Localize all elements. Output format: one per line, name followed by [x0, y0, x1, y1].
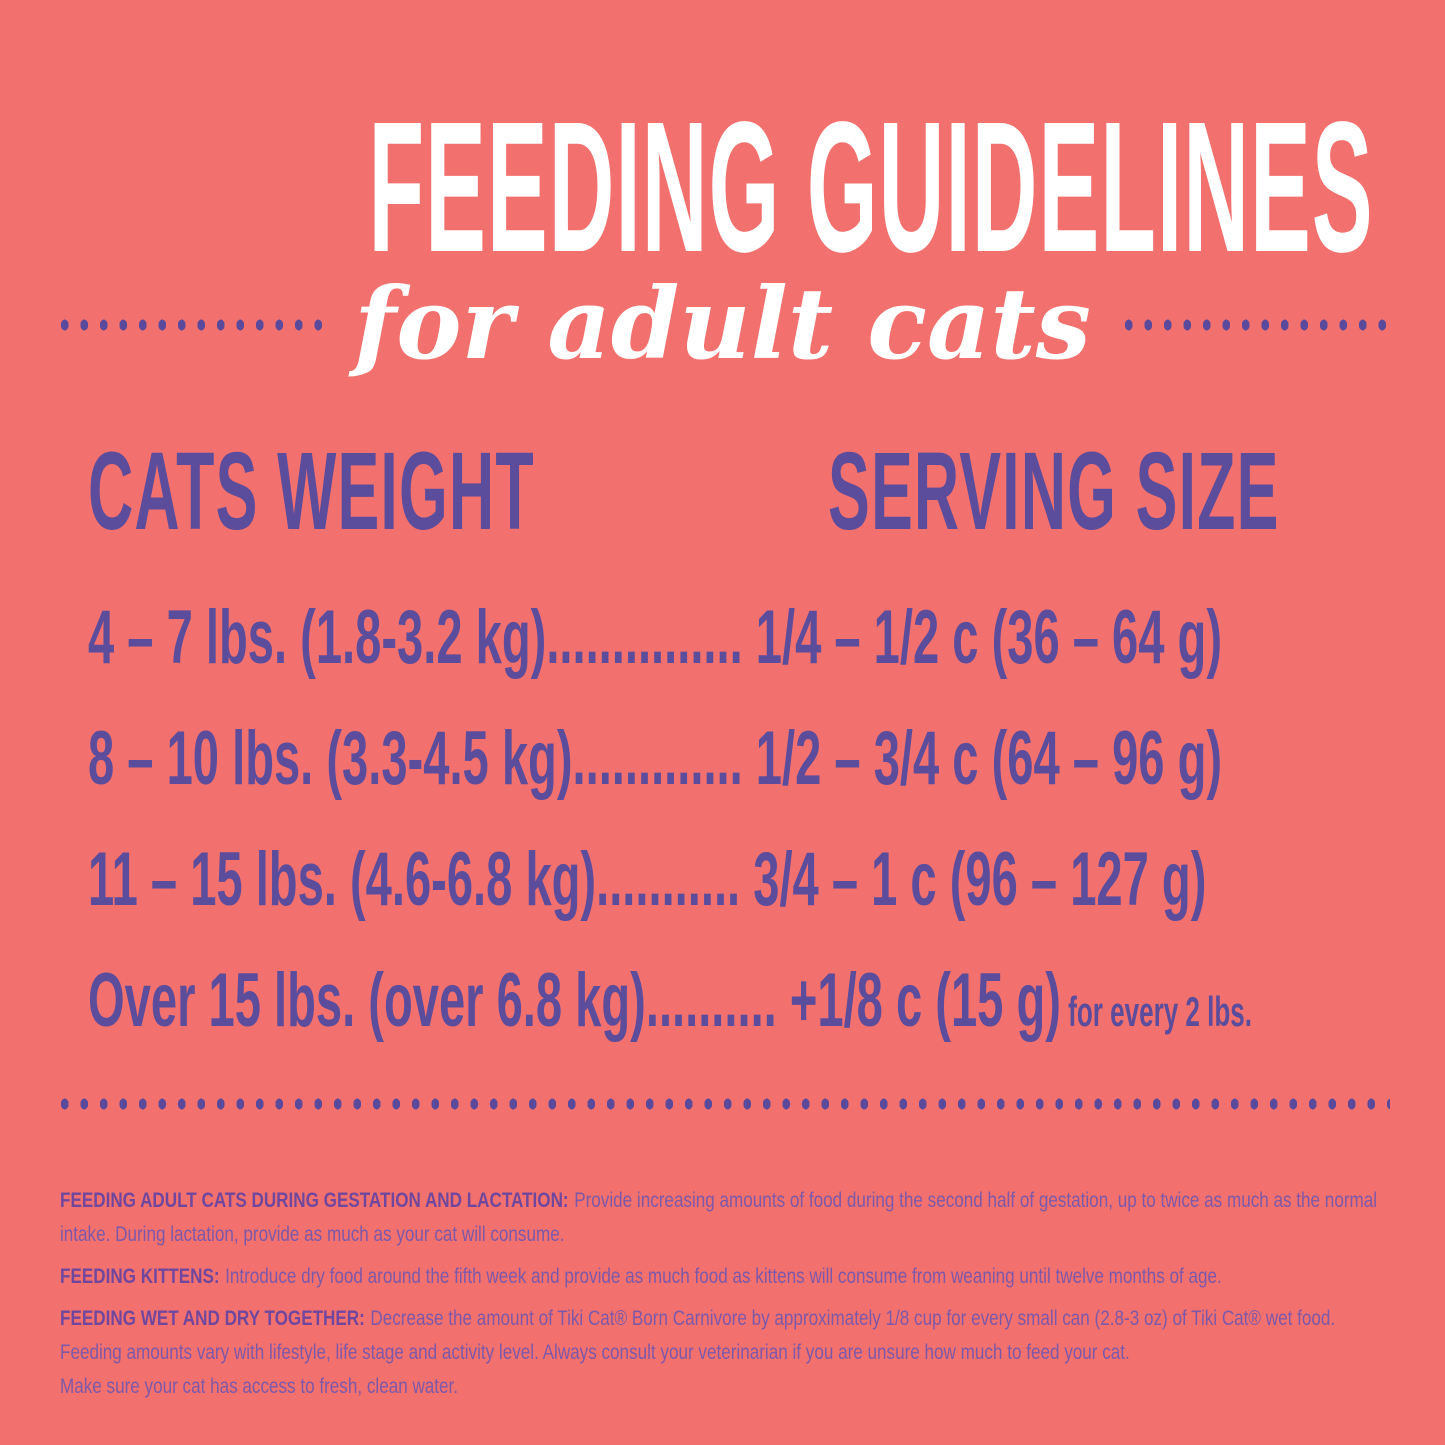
column-header-cats-weight: CATS WEIGHT	[88, 430, 535, 553]
leader-dots: ..........	[645, 958, 777, 1043]
cat-weight-value: 8 – 10 lbs. (3.3-4.5 kg)	[88, 716, 573, 801]
dotted-line-right	[1118, 318, 1390, 331]
cat-weight-value: 4 – 7 lbs. (1.8-3.2 kg)	[88, 595, 547, 680]
footnote-body: Decrease the amount of Tiki Cat® Born Ca…	[60, 1306, 1336, 1398]
table-row: Over 15 lbs. (over 6.8 kg).......... +1/…	[88, 940, 1445, 1061]
subtitle-row: for adult cats	[55, 252, 1390, 397]
footnote-kittens: FEEDING KITTENS: Introduce dry food aroun…	[60, 1259, 1396, 1293]
cat-weight-value: Over 15 lbs. (over 6.8 kg)	[88, 958, 646, 1043]
table-row: 8 – 10 lbs. (3.3-4.5 kg)............. 1/…	[88, 698, 1445, 819]
leader-dots: ...........	[596, 837, 741, 922]
feeding-table: 4 – 7 lbs. (1.8-3.2 kg)............... 1…	[88, 577, 1445, 1061]
footnote-heading: FEEDING WET AND DRY TOGETHER:	[60, 1306, 365, 1330]
column-header-serving-size: SERVING SIZE	[828, 430, 1280, 553]
footnotes-section: FEEDING ADULT CATS DURING GESTATION AND …	[60, 1183, 1396, 1411]
footnote-body: Provide increasing amounts of food durin…	[60, 1188, 1378, 1246]
footnote-wet-and-dry: FEEDING WET AND DRY TOGETHER: Decrease th…	[60, 1301, 1396, 1403]
table-row: 11 – 15 lbs. (4.6-6.8 kg)........... 3/4…	[88, 819, 1445, 940]
cat-weight-value: 11 – 15 lbs. (4.6-6.8 kg)	[88, 837, 597, 922]
page-subtitle: for adult cats	[354, 266, 1091, 382]
leader-dots: .............	[572, 716, 743, 801]
footnote-body: Introduce dry food around the fifth week…	[225, 1264, 1222, 1288]
dotted-divider	[55, 1098, 1390, 1110]
footnote-heading: FEEDING KITTENS:	[60, 1264, 220, 1288]
serving-size-value: 1/2 – 3/4 c (64 – 96 g)	[742, 716, 1223, 801]
dotted-line-left	[55, 318, 327, 331]
footnote-heading: FEEDING ADULT CATS DURING GESTATION AND …	[60, 1188, 569, 1212]
serving-size-value: 1/4 – 1/2 c (36 – 64 g)	[742, 595, 1223, 680]
serving-size-value: +1/8 c (15 g)	[776, 958, 1061, 1043]
leader-dots: ...............	[546, 595, 743, 680]
serving-note: for every 2 lbs.	[1060, 988, 1253, 1035]
table-row: 4 – 7 lbs. (1.8-3.2 kg)............... 1…	[88, 577, 1445, 698]
serving-size-value: 3/4 – 1 c (96 – 127 g)	[740, 837, 1207, 922]
footnote-gestation: FEEDING ADULT CATS DURING GESTATION AND …	[60, 1183, 1396, 1251]
page-title: FEEDING GUIDELINES	[368, 84, 1374, 291]
